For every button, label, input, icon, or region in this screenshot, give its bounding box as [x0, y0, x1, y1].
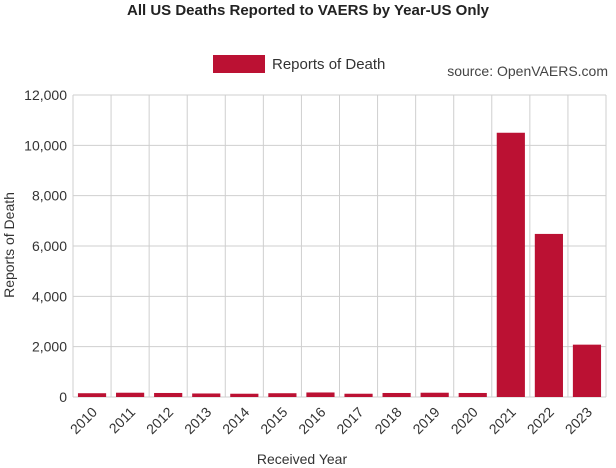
bar-2011	[116, 392, 145, 397]
x-tick-label: 2011	[106, 404, 139, 437]
y-tick-label: 4,000	[32, 288, 67, 304]
x-tick-label: 2022	[524, 404, 557, 437]
x-tick-label: 2012	[143, 404, 176, 437]
bar-2021	[496, 132, 525, 397]
y-tick-label: 10,000	[24, 137, 67, 153]
bar-2013	[192, 393, 221, 397]
bar-2016	[306, 392, 335, 397]
bars	[77, 132, 602, 397]
x-tick-label: 2016	[295, 404, 328, 437]
source-note: source: OpenVAERS.com	[447, 63, 608, 79]
bar-2018	[382, 392, 411, 397]
x-axis-label: Received Year	[257, 451, 348, 467]
bar-2010	[77, 393, 107, 397]
grid	[72, 94, 607, 398]
y-tick-label: 0	[59, 389, 67, 405]
y-axis-ticks: 0 2,000 4,000 6,000 8,000 10,000 12,000	[24, 87, 67, 405]
bar-2023	[572, 344, 602, 397]
chart-title: All US Deaths Reported to VAERS by Year-…	[126, 2, 490, 19]
bar-2014	[230, 393, 259, 397]
y-axis-label: Reports of Death	[1, 192, 17, 298]
bar-2022	[534, 233, 563, 397]
x-tick-label: 2021	[486, 404, 519, 437]
x-tick-label: 2015	[257, 404, 290, 437]
y-tick-label: 12,000	[24, 87, 67, 103]
y-tick-label: 8,000	[32, 188, 67, 204]
x-tick-label: 2019	[409, 404, 442, 437]
x-tick-label: 2017	[333, 404, 366, 437]
x-tick-label: 2023	[562, 404, 595, 437]
x-tick-label: 2010	[67, 404, 100, 437]
x-tick-label: 2013	[181, 404, 214, 437]
bar-2020	[458, 392, 487, 397]
legend-swatch	[213, 55, 265, 73]
x-tick-label: 2018	[371, 404, 404, 437]
y-tick-label: 6,000	[32, 238, 67, 254]
bar-2012	[154, 392, 183, 397]
legend: Reports of Death	[213, 55, 385, 73]
x-tick-label: 2014	[219, 404, 252, 437]
y-tick-label: 2,000	[32, 339, 67, 355]
x-tick-label: 2020	[448, 404, 481, 437]
bar-2019	[420, 392, 449, 397]
bar-2015	[268, 393, 297, 397]
x-axis-ticks: 2010 2011 2012 2013 2014 2015 2016 2017 2018 2019…	[67, 404, 595, 437]
legend-label: Reports of Death	[272, 56, 385, 73]
bar-2017	[344, 393, 373, 397]
